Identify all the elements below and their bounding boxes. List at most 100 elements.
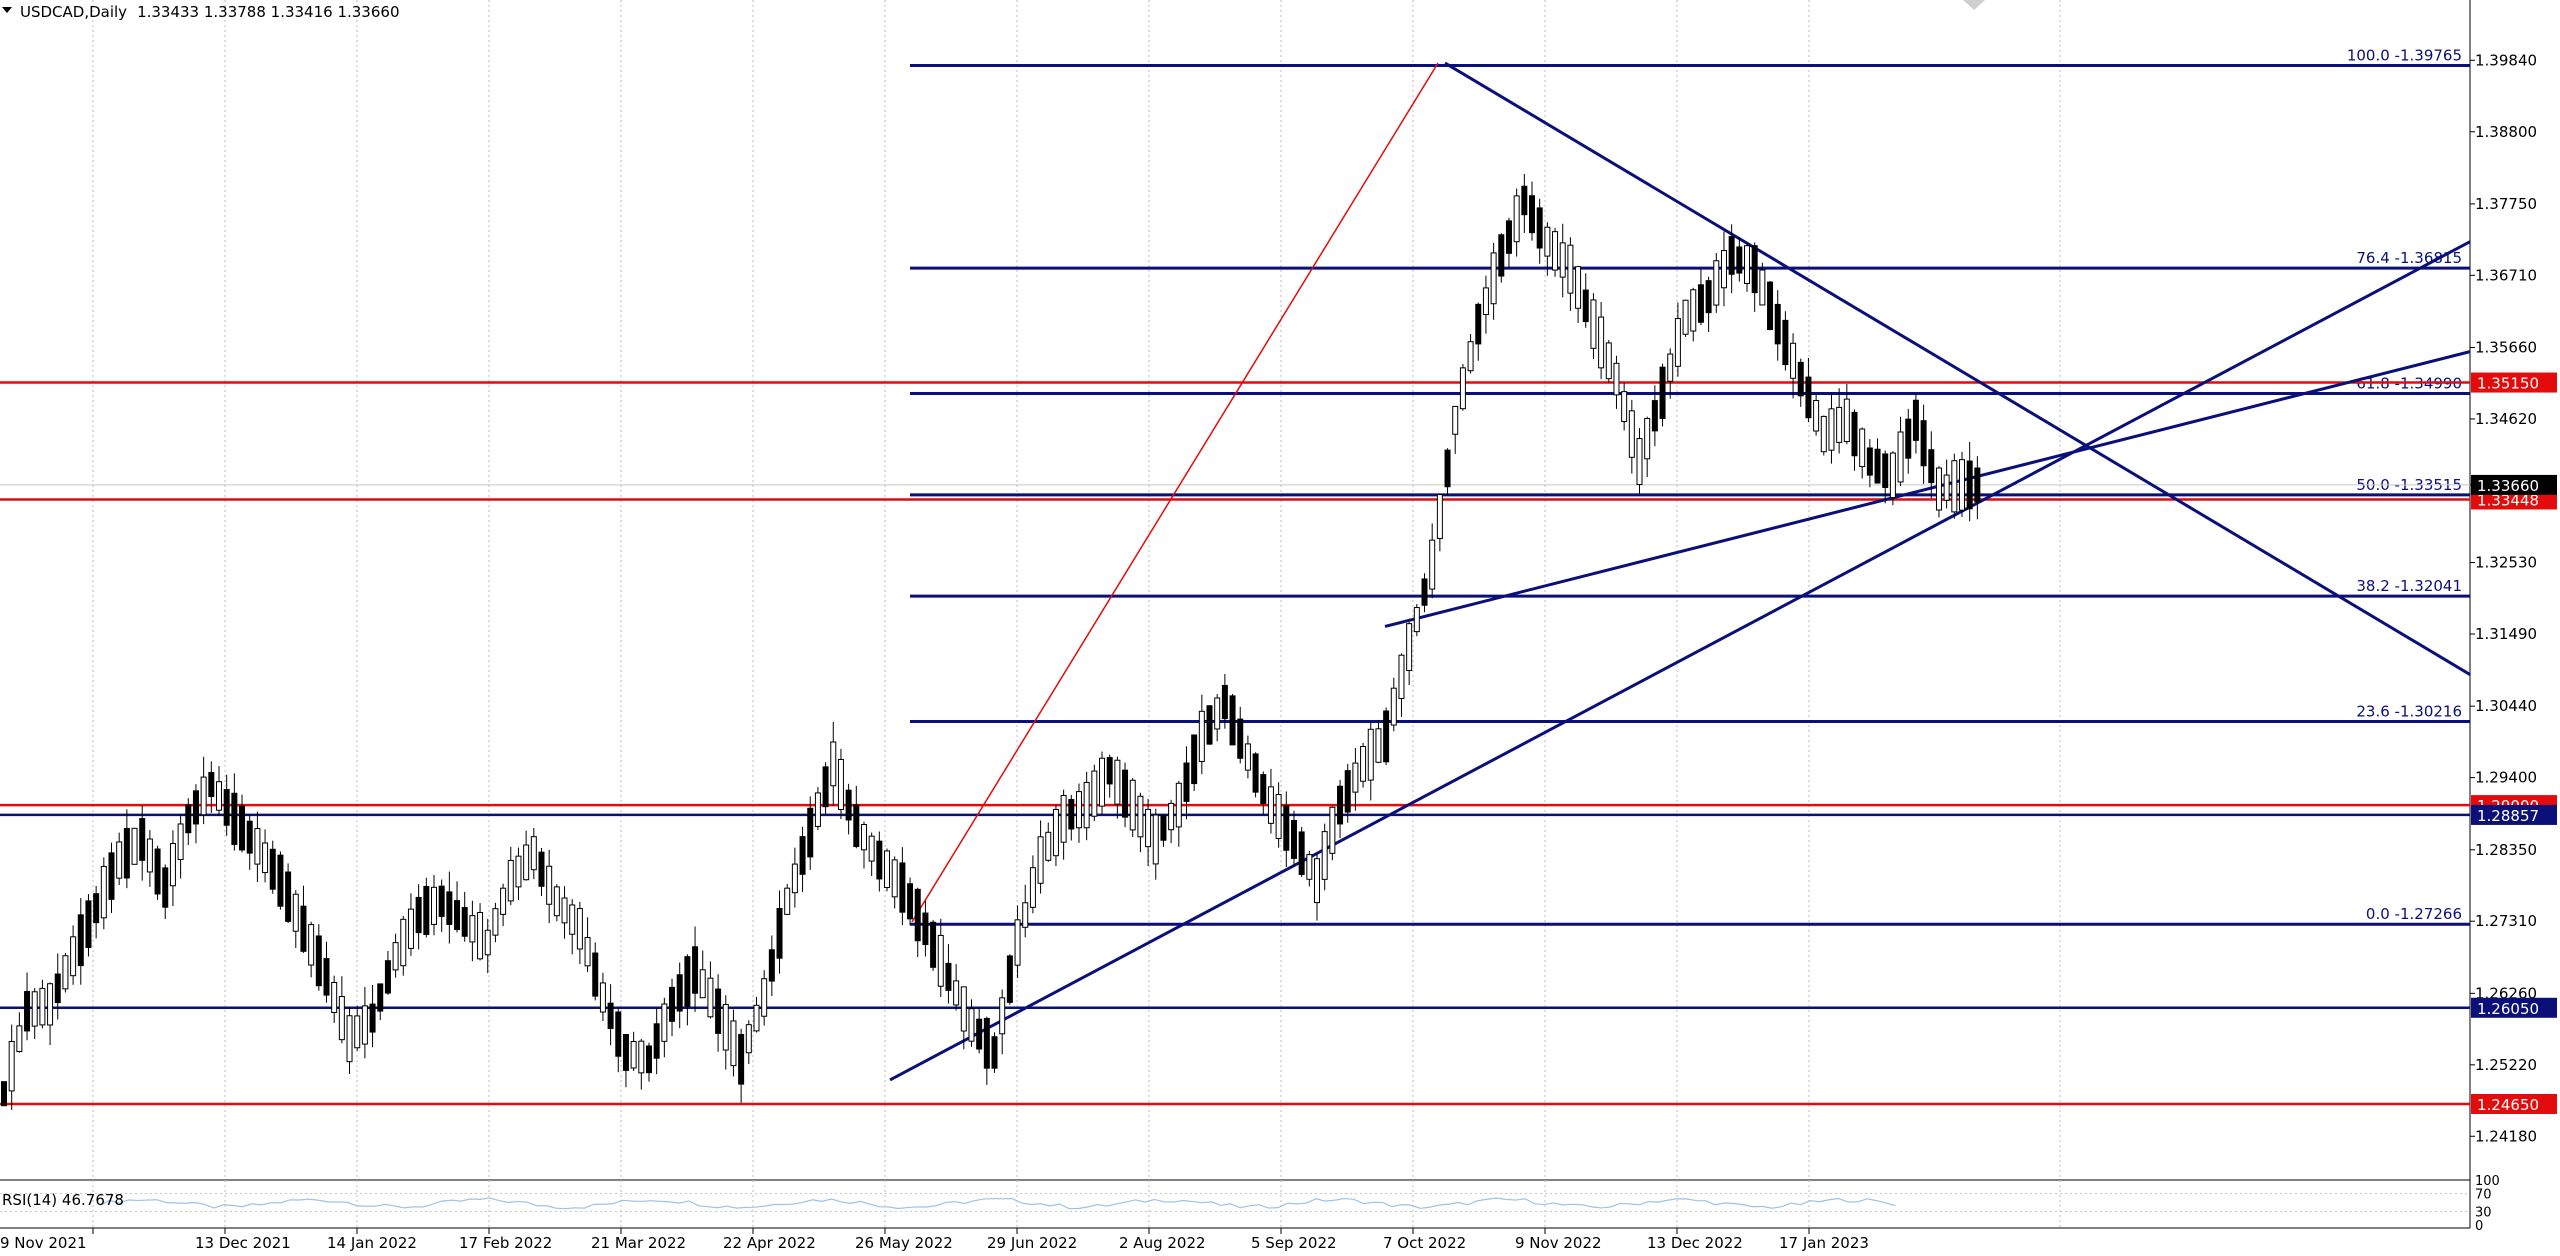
candle-body bbox=[1544, 226, 1551, 257]
scroll-marker-icon[interactable] bbox=[1963, 0, 1985, 10]
candle-body bbox=[661, 1003, 668, 1042]
candle-body bbox=[860, 823, 867, 851]
time-tick-label: 13 Dec 2022 bbox=[1647, 1234, 1743, 1252]
candle-body bbox=[461, 907, 468, 937]
candle-body bbox=[1951, 460, 1958, 513]
candle-body bbox=[799, 836, 806, 875]
candle-body bbox=[592, 952, 599, 997]
candle-body bbox=[584, 937, 591, 967]
candle-body bbox=[1667, 353, 1674, 382]
candle-body bbox=[16, 1025, 23, 1053]
candle-body bbox=[730, 1020, 737, 1067]
price-tick-label: 1.29400 bbox=[2475, 769, 2537, 787]
candle-body bbox=[1636, 438, 1643, 486]
candle-body bbox=[653, 1023, 660, 1059]
candle-body bbox=[39, 987, 46, 1026]
candle-body bbox=[784, 887, 791, 915]
candle-body bbox=[914, 888, 921, 942]
candle-body bbox=[308, 924, 315, 966]
candle-body bbox=[70, 936, 77, 977]
price-tick-label: 1.27310 bbox=[2475, 912, 2537, 930]
current-price-label: 1.33660 bbox=[2477, 477, 2539, 495]
candle-body bbox=[523, 844, 530, 881]
candle-body bbox=[1168, 802, 1175, 831]
candle-body bbox=[1605, 342, 1612, 380]
price-tag bbox=[2471, 1093, 2557, 1114]
candle-body bbox=[77, 914, 84, 967]
candle-body bbox=[991, 1036, 998, 1069]
price-tick-label: 1.36710 bbox=[2475, 266, 2537, 284]
candle-body bbox=[1106, 757, 1113, 785]
collapse-triangle-icon[interactable] bbox=[2, 7, 12, 13]
price-tick-label: 1.32530 bbox=[2475, 554, 2537, 572]
candle-body bbox=[1352, 762, 1359, 793]
candle-body bbox=[1905, 418, 1912, 459]
candle-body bbox=[1521, 185, 1528, 216]
candle-body bbox=[1344, 770, 1351, 813]
candle-body bbox=[369, 1003, 376, 1033]
candle-body bbox=[1152, 814, 1159, 865]
candle-body bbox=[1306, 854, 1313, 880]
price-tick-label: 1.34620 bbox=[2475, 410, 2537, 428]
candle-body bbox=[1959, 459, 1965, 511]
candle-body bbox=[123, 827, 130, 879]
price-tick-label: 1.38800 bbox=[2475, 123, 2537, 141]
candle-body bbox=[1421, 578, 1428, 606]
candle-body bbox=[960, 986, 967, 1032]
candle-body bbox=[1820, 415, 1827, 453]
candle-body bbox=[1805, 376, 1812, 419]
price-tick-label: 1.30440 bbox=[2475, 697, 2537, 715]
candle-body bbox=[1014, 919, 1021, 966]
candle-body bbox=[745, 1024, 752, 1054]
candle-body bbox=[1413, 607, 1420, 633]
candle-body bbox=[1482, 287, 1489, 316]
candle-body bbox=[139, 818, 146, 861]
candle-body bbox=[146, 838, 153, 873]
candle-body bbox=[753, 1004, 760, 1032]
candle-body bbox=[54, 973, 61, 1004]
candle-body bbox=[645, 1045, 652, 1074]
candle-body bbox=[1398, 654, 1405, 699]
candle-body bbox=[1, 1081, 7, 1107]
candle-body bbox=[1674, 318, 1681, 367]
candle-body bbox=[776, 908, 783, 959]
candle-body bbox=[1498, 234, 1505, 277]
candle-body bbox=[1513, 195, 1520, 243]
candle-body bbox=[1966, 460, 1973, 510]
candle-body bbox=[438, 885, 445, 917]
candle-body bbox=[999, 997, 1006, 1035]
candle-body bbox=[469, 915, 476, 943]
time-tick-label: 17 Feb 2022 bbox=[459, 1234, 552, 1252]
candle-body bbox=[223, 789, 230, 826]
candle-body bbox=[1751, 245, 1758, 294]
candle-body bbox=[131, 827, 138, 865]
candle-body bbox=[377, 983, 384, 1012]
trendline bbox=[1444, 61, 2471, 676]
price-tag-label: 1.24650 bbox=[2477, 1096, 2539, 1114]
candle-body bbox=[1337, 785, 1344, 825]
candle-body bbox=[8, 1040, 15, 1092]
candle-body bbox=[1874, 448, 1881, 484]
candle-body bbox=[1229, 695, 1236, 746]
candle-body bbox=[1744, 245, 1751, 284]
candle-body bbox=[1782, 319, 1789, 366]
candle-body bbox=[1237, 718, 1244, 759]
candle-body bbox=[492, 908, 499, 936]
candle-body bbox=[1375, 728, 1382, 763]
candle-body bbox=[1360, 746, 1367, 782]
candle-body bbox=[1928, 449, 1935, 484]
price-scale-layer: 1.39840 1.38800 1.37750 1.36710 1.35660 1.346… bbox=[2470, 51, 2557, 1145]
price-tick-label: 1.35660 bbox=[2475, 338, 2537, 356]
candle-body bbox=[884, 850, 891, 889]
candle-body bbox=[1736, 246, 1743, 274]
candle-body bbox=[31, 991, 38, 1027]
time-tick-label: 7 Oct 2022 bbox=[1383, 1234, 1466, 1252]
fib-level-label: 38.2 -1.32041 bbox=[2356, 577, 2462, 595]
candle-body bbox=[1052, 808, 1059, 857]
price-tag bbox=[2471, 997, 2557, 1018]
candle-body bbox=[239, 805, 246, 851]
candle-body bbox=[622, 1033, 629, 1071]
candle-body bbox=[200, 776, 207, 816]
